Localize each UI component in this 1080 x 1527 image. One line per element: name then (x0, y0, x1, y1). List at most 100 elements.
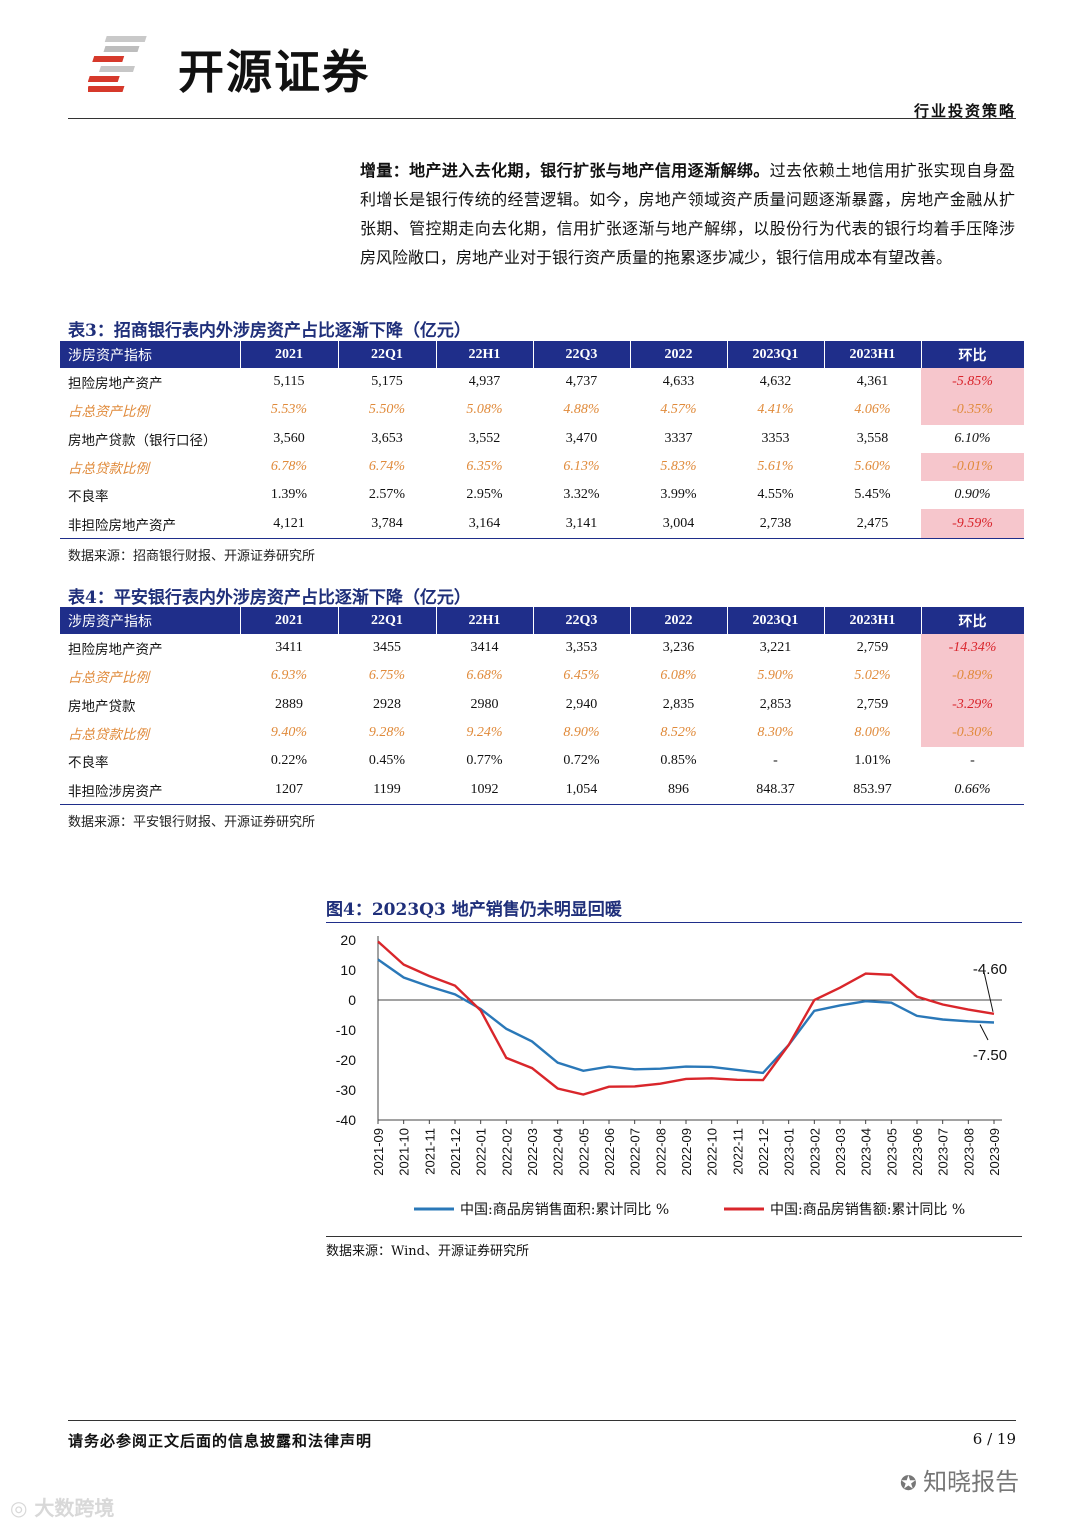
change-cell: -0.01% (921, 452, 1024, 482)
x-tick-label: 2022-11 (730, 1128, 745, 1175)
change-cell: -3.29% (921, 690, 1024, 719)
table-cell: 6.74% (368, 459, 406, 475)
table-cell: 6.45% (563, 668, 600, 684)
table-cell: 3411 (275, 640, 303, 656)
table-cell: 5.02% (854, 668, 891, 684)
legend-label: 中国:商品房销售面积:累计同比 % (460, 1202, 669, 1218)
wechat-icon: ✪ (900, 1471, 924, 1495)
table-cell: 4.06% (854, 402, 891, 418)
table-row: 房地产贷款 2889 2928 2980 2,940 2,835 2,853 2,759 -3.… (60, 690, 1024, 719)
table-cell: 3,164 (436, 509, 533, 539)
table-cell: 0.22% (270, 753, 308, 769)
row-label: 担险房地产资产 (68, 376, 163, 393)
table-cell: 5.61% (757, 459, 794, 475)
table-row: 房地产贷款（银行口径） 3,560 3,653 3,552 3,470 3337 3353 3… (60, 425, 1024, 453)
y-tick-label: 10 (340, 962, 356, 978)
annotation-leader (983, 971, 994, 1012)
table3: 涉房资产指标 2021 22Q1 22H1 22Q3 2022 2023Q1 2023H1 环比… (60, 341, 1025, 539)
table-cell: 5.53% (270, 402, 308, 418)
table-row: 担险房地产资产 5,115 5,175 4,937 4,737 4,633 4,632 4,3… (60, 368, 1024, 397)
table-cell: 3,004 (630, 509, 727, 539)
table-row: 非担险房地产资产 4,121 3,784 3,164 3,141 3,004 2,738 2,… (60, 509, 1024, 539)
row-label: 担险房地产资产 (68, 642, 163, 659)
watermark-right: ✪ 知晓报告 (900, 1462, 1019, 1497)
table-cell: 4,937 (468, 374, 501, 390)
table-cell: 4.41% (757, 402, 794, 418)
table-cell: 4,361 (856, 374, 889, 390)
table-cell: 2.57% (368, 487, 406, 503)
row-label: 占总资产比例 (68, 404, 149, 421)
change-cell: -9.59% (921, 509, 1024, 539)
table-cell: 5,175 (371, 374, 403, 390)
x-tick-label: 2023-04 (859, 1128, 874, 1176)
table-cell: - (773, 753, 778, 769)
x-tick-label: 2023-09 (987, 1128, 1002, 1176)
table-row: 占总资产比例 5.53% 5.50% 5.08% 4.88% 4.57% 4.41% 4.06… (60, 396, 1024, 425)
footer-disclaimer: 请务必参阅正文后面的信息披露和法律声明 (68, 1432, 373, 1450)
table-cell: 8.52% (660, 725, 697, 741)
x-tick-label: 2022-06 (602, 1128, 617, 1176)
annotation-label: -7.50 (973, 1047, 1007, 1064)
table-cell: 0.77% (466, 753, 503, 769)
column-header: 涉房资产指标 (60, 607, 241, 634)
table-row: 担险房地产资产 3411 3455 3414 3,353 3,236 3,221 2,759 -… (60, 634, 1024, 663)
table-cell: 2,835 (662, 696, 695, 712)
change-cell: -5.85% (921, 368, 1024, 397)
column-header: 22Q3 (533, 607, 631, 634)
table-cell: 6.75% (368, 668, 406, 684)
x-tick-label: 2022-12 (756, 1128, 771, 1176)
table-cell: 2,759 (856, 640, 889, 656)
column-header: 22Q1 (338, 607, 437, 634)
row-label: 占总贷款比例 (68, 461, 149, 478)
table-cell: 5.50% (368, 402, 406, 418)
table-cell: 4,737 (565, 374, 598, 390)
row-label: 房地产贷款 (68, 698, 136, 715)
change-cell: -0.89% (921, 662, 1024, 691)
table-cell: 2980 (470, 696, 499, 712)
x-tick-label: 2022-05 (576, 1128, 591, 1176)
column-header: 涉房资产指标 (60, 341, 241, 368)
row-label: 不良率 (68, 755, 109, 772)
table-row: 非担险涉房资产 1207 1199 1092 1,054 896 848.37 853.97 0… (60, 775, 1024, 805)
table-cell: 3,353 (565, 640, 598, 656)
watermark-left: ◎ 大数跨境 (10, 1492, 114, 1521)
table-cell: 1199 (338, 775, 436, 805)
x-tick-label: 2022-10 (705, 1128, 720, 1176)
table-cell: 6.35% (466, 459, 503, 475)
table-cell: 4,633 (662, 374, 695, 390)
watermark-right-text: 知晓报告 (923, 1468, 1020, 1496)
table-cell: 3,558 (856, 430, 889, 446)
column-header: 22Q3 (533, 341, 631, 368)
table-cell: 3337 (664, 430, 693, 446)
x-tick-label: 2021-10 (397, 1128, 412, 1176)
table-cell: 6.68% (466, 668, 503, 684)
x-tick-label: 2021-09 (371, 1128, 386, 1176)
table-row: 占总贷款比例 6.78% 6.74% 6.35% 6.13% 5.83% 5.61% 5.60… (60, 452, 1024, 482)
x-tick-label: 2022-04 (551, 1128, 566, 1176)
table-cell: 3.99% (660, 487, 697, 503)
column-header: 2021 (240, 341, 339, 368)
y-tick-label: 20 (340, 932, 356, 948)
row-label: 占总资产比例 (68, 670, 149, 687)
table-row: 不良率 1.39% 2.57% 2.95% 3.32% 3.99% 4.55% 5.45% 0.… (60, 481, 1024, 509)
section-label: 行业投资策略 (913, 102, 1016, 120)
table-cell: 1.01% (854, 753, 891, 769)
table-cell: 8.90% (563, 725, 600, 741)
row-label: 房地产贷款（银行口径） (68, 432, 217, 449)
column-header: 22H1 (436, 607, 534, 634)
table-cell: 3,141 (533, 509, 630, 539)
x-tick-label: 2023-08 (961, 1128, 976, 1176)
chart-source: 数据来源：Wind、开源证券研究所 (326, 1244, 529, 1259)
table-cell: 2,475 (824, 509, 921, 539)
column-header: 2021 (240, 607, 339, 634)
table-cell: 3414 (470, 640, 499, 656)
table-cell: 9.28% (368, 725, 406, 741)
change-cell: -14.34% (921, 634, 1024, 663)
table-cell: 5,115 (273, 374, 305, 390)
column-header: 2023Q1 (727, 607, 825, 634)
header-rule (68, 118, 1016, 119)
chart-title: 图4：2023Q3 地产销售仍未明显回暖 (326, 900, 622, 920)
table4-title: 表4：平安银行表内外涉房资产占比逐渐下降（亿元） (68, 588, 471, 608)
table-cell: 2,853 (759, 696, 792, 712)
column-header: 环比 (921, 607, 1025, 634)
